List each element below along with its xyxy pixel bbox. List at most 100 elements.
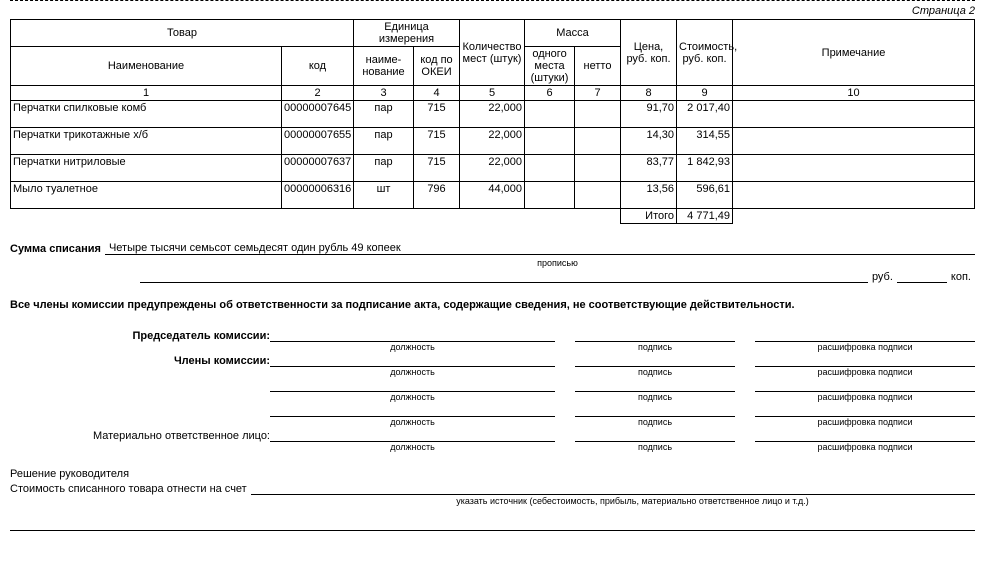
cell-price: 13,56: [621, 182, 677, 209]
th-kolvo: Количество мест (штук): [460, 20, 525, 86]
rub-label: руб.: [868, 271, 897, 283]
cap-rassh: расшифровка подписи: [755, 367, 975, 377]
cell-m1: [525, 182, 575, 209]
th-n4: 4: [414, 86, 460, 101]
cell-unit: пар: [354, 101, 414, 128]
th-n2: 2: [282, 86, 354, 101]
th-edokei: код по ОКЕИ: [414, 47, 460, 86]
th-ednaim: наиме- нование: [354, 47, 414, 86]
th-cena: Цена, руб. коп.: [621, 20, 677, 86]
cap-podpis: подпись: [575, 367, 735, 377]
sum-line2: [140, 268, 868, 283]
table-row: Перчатки трикотажные х/б 00000007655 пар…: [11, 128, 975, 155]
cell-okei: 715: [414, 101, 460, 128]
cell-code: 00000006316: [282, 182, 354, 209]
th-n5: 5: [460, 86, 525, 101]
table-row: Мыло туалетное 00000006316 шт 796 44,000…: [11, 182, 975, 209]
sig-podpis-line: [575, 402, 735, 417]
bottom-line: [10, 516, 975, 531]
total-sum: 4 771,49: [677, 209, 733, 224]
goods-table: Товар Единица измерения Количество мест …: [10, 19, 975, 224]
sig-rassh-line: [755, 402, 975, 417]
cell-note: [733, 155, 975, 182]
th-naim: Наименование: [11, 47, 282, 86]
cell-okei: 715: [414, 128, 460, 155]
cap-rassh: расшифровка подписи: [755, 442, 975, 452]
cell-m2: [575, 155, 621, 182]
cap-dolzh: должность: [270, 442, 555, 452]
sig-dolzh-line: [270, 402, 555, 417]
sig-podpis-line: [575, 327, 735, 342]
cap-rassh: расшифровка подписи: [755, 392, 975, 402]
sum-spisaniya-value: Четыре тысячи семьсот семьдесят один руб…: [109, 242, 401, 254]
th-tovar: Товар: [11, 20, 354, 47]
cell-m1: [525, 128, 575, 155]
kop-label: коп.: [947, 271, 975, 283]
total-label: Итого: [621, 209, 677, 224]
cell-unit: пар: [354, 128, 414, 155]
total-row: Итого 4 771,49: [11, 209, 975, 224]
th-edizm: Единица измерения: [354, 20, 460, 47]
th-n8: 8: [621, 86, 677, 101]
sig-podpis-line: [575, 427, 735, 442]
th-kod: код: [282, 47, 354, 86]
resh-label: Решение руководителя: [10, 468, 975, 480]
page-number: Страница 2: [10, 5, 975, 17]
cell-okei: 715: [414, 155, 460, 182]
cell-unit: шт: [354, 182, 414, 209]
propisyu-caption: прописью: [140, 258, 975, 268]
cell-price: 14,30: [621, 128, 677, 155]
cell-m2: [575, 182, 621, 209]
cell-sum: 596,61: [677, 182, 733, 209]
table-row: Перчатки спилковые комб 00000007645 пар …: [11, 101, 975, 128]
th-prim: Примечание: [733, 20, 975, 86]
th-n9: 9: [677, 86, 733, 101]
sig-rassh-line: [755, 327, 975, 342]
cell-qty: 44,000: [460, 182, 525, 209]
sig-podpis-line: [575, 352, 735, 367]
stoim-label: Стоимость списанного товара отнести на с…: [10, 483, 251, 495]
sig-dolzh-line: [270, 377, 555, 392]
th-n6: 6: [525, 86, 575, 101]
sig-rassh-line: [755, 352, 975, 367]
sum-spisaniya-label: Сумма списания: [10, 243, 105, 255]
cell-name: Мыло туалетное: [11, 182, 282, 209]
mol-label: Материально ответственное лицо:: [10, 427, 270, 442]
cell-unit: пар: [354, 155, 414, 182]
cap-rassh: расшифровка подписи: [755, 342, 975, 352]
warning-text: Все члены комиссии предупреждены об отве…: [10, 299, 975, 311]
src-caption: указать источник (себестоимость, прибыль…: [290, 496, 975, 506]
sig-rassh-line: [755, 377, 975, 392]
cap-dolzh: должность: [270, 392, 555, 402]
th-n1: 1: [11, 86, 282, 101]
cap-podpis: подпись: [575, 342, 735, 352]
kop-line: [897, 268, 947, 283]
cell-price: 91,70: [621, 101, 677, 128]
cell-name: Перчатки трикотажные х/б: [11, 128, 282, 155]
cap-dolzh: должность: [270, 367, 555, 377]
cell-name: Перчатки спилковые комб: [11, 101, 282, 128]
sig-dolzh-line: [270, 352, 555, 367]
cell-sum: 1 842,93: [677, 155, 733, 182]
cap-podpis: подпись: [575, 417, 735, 427]
cell-okei: 796: [414, 182, 460, 209]
cell-m2: [575, 101, 621, 128]
th-m1: одного места (штуки): [525, 47, 575, 86]
page-top-divider: [10, 0, 975, 1]
th-m2: нетто: [575, 47, 621, 86]
chleny-label: Члены комиссии:: [10, 352, 270, 367]
cell-code: 00000007637: [282, 155, 354, 182]
cell-note: [733, 101, 975, 128]
th-massa: Масса: [525, 20, 621, 47]
cell-note: [733, 182, 975, 209]
table-row: Перчатки нитриловые 00000007637 пар 715 …: [11, 155, 975, 182]
cell-code: 00000007645: [282, 101, 354, 128]
cell-sum: 2 017,40: [677, 101, 733, 128]
sig-rassh-line: [755, 427, 975, 442]
signatures: Председатель комиссии: должность подпись…: [10, 327, 975, 452]
cell-sum: 314,55: [677, 128, 733, 155]
cell-qty: 22,000: [460, 155, 525, 182]
sig-podpis-line: [575, 377, 735, 392]
cell-name: Перчатки нитриловые: [11, 155, 282, 182]
cell-m1: [525, 101, 575, 128]
